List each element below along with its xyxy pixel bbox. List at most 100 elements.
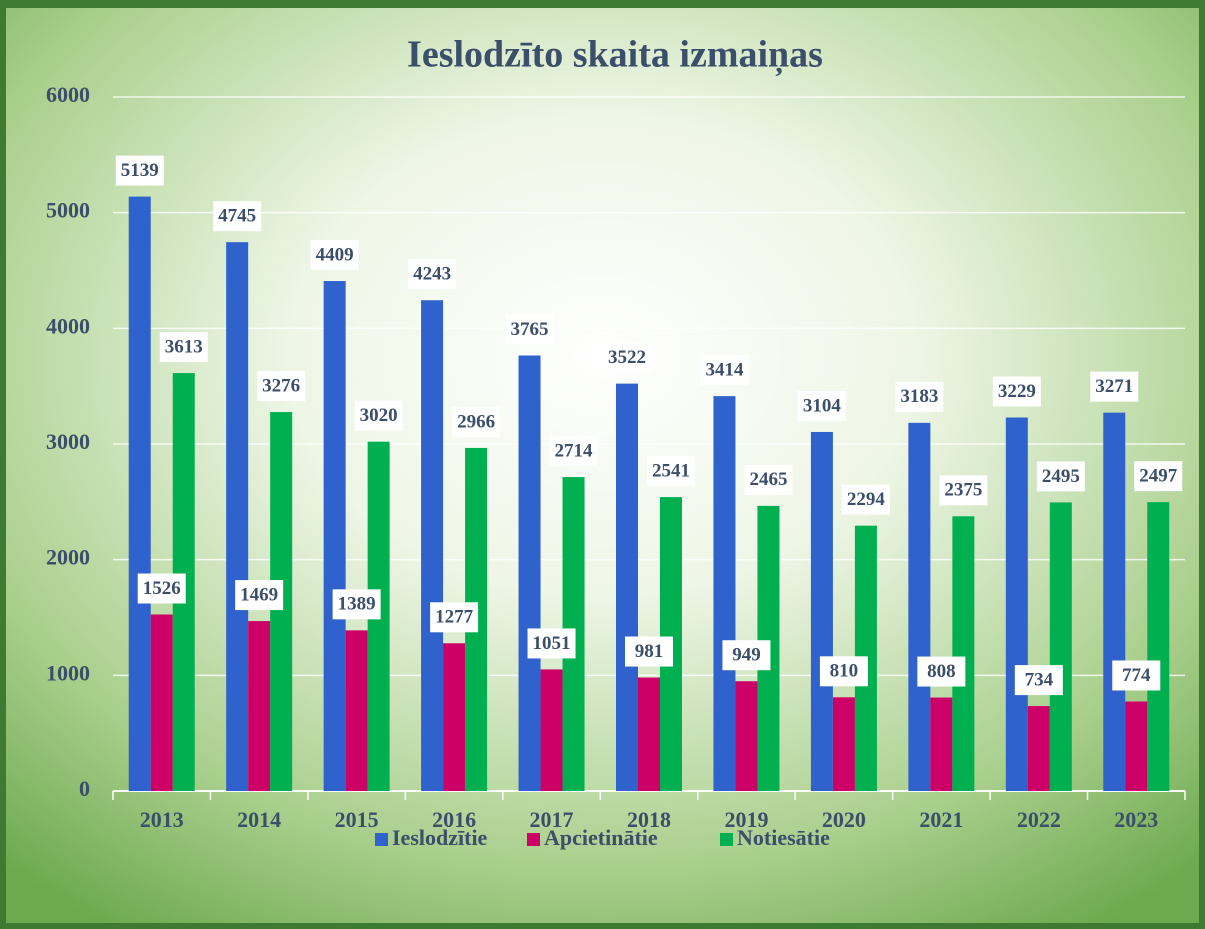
- legend-label: Ieslodzītie: [392, 825, 488, 850]
- bar: [226, 242, 249, 791]
- data-label: 949: [732, 645, 761, 666]
- bar: [810, 431, 833, 791]
- y-tick-label: 2000: [46, 545, 90, 570]
- data-label-box: [744, 464, 793, 495]
- x-tick-label: 2014: [237, 807, 281, 832]
- data-label-box: [257, 371, 306, 402]
- data-label: 2497: [1139, 466, 1178, 487]
- data-label-box: [408, 259, 457, 290]
- data-label: 810: [830, 661, 859, 682]
- bar: [735, 681, 758, 791]
- legend-label: Apcietinātie: [544, 825, 658, 850]
- bar: [443, 643, 466, 791]
- data-label-box: [549, 436, 598, 467]
- bar: [930, 697, 953, 791]
- bar: [1147, 502, 1170, 791]
- y-tick-label: 6000: [46, 82, 90, 107]
- bar: [1049, 502, 1072, 791]
- data-label-box: [213, 201, 262, 232]
- y-tick-label: 3000: [46, 429, 90, 454]
- y-tick-label: 1000: [46, 660, 90, 685]
- data-label-box: [1112, 660, 1161, 691]
- data-label: 1277: [435, 607, 474, 628]
- bar: [638, 677, 660, 791]
- data-label-box: [159, 332, 208, 363]
- data-label-box: [700, 355, 749, 386]
- bar: [518, 355, 541, 791]
- data-label-box: [1036, 461, 1085, 492]
- legend-swatch: [720, 833, 733, 846]
- data-label-box: [895, 381, 944, 412]
- bar: [832, 697, 855, 791]
- data-label: 1051: [533, 633, 571, 654]
- data-label: 981: [635, 641, 664, 662]
- data-label: 1469: [240, 584, 278, 605]
- bar: [952, 516, 975, 791]
- bar: [345, 630, 368, 791]
- data-label-box: [354, 400, 403, 431]
- data-label: 2541: [652, 460, 690, 481]
- data-label: 3276: [262, 375, 300, 396]
- data-label-box: [137, 573, 186, 604]
- data-label: 3183: [900, 386, 938, 407]
- data-label-box: [430, 602, 479, 633]
- data-label: 4243: [413, 264, 451, 285]
- y-tick-label: 0: [79, 776, 90, 801]
- data-label-box: [917, 656, 966, 687]
- data-label: 1389: [338, 594, 376, 615]
- y-tick-label: 4000: [46, 313, 90, 338]
- data-label-box: [841, 484, 890, 515]
- x-tick-label: 2020: [822, 807, 866, 832]
- x-tick-label: 2017: [530, 807, 574, 832]
- data-label: 5139: [121, 160, 159, 181]
- y-tick-label: 5000: [46, 198, 90, 223]
- data-label: 2714: [555, 440, 594, 461]
- x-tick-label: 2016: [432, 807, 476, 832]
- legend-swatch: [527, 833, 540, 846]
- bar: [1027, 706, 1050, 791]
- bar: [1125, 701, 1148, 791]
- data-label: 734: [1025, 669, 1054, 690]
- data-label-box: [603, 342, 651, 373]
- data-label: 3104: [803, 395, 842, 416]
- data-label: 2375: [944, 480, 982, 501]
- bar: [421, 300, 444, 791]
- data-label: 2966: [457, 411, 495, 432]
- bar: [616, 383, 638, 791]
- x-tick-label: 2023: [1114, 807, 1158, 832]
- bar: [248, 621, 271, 791]
- data-label: 3020: [360, 405, 398, 426]
- data-label-box: [819, 656, 868, 687]
- data-label: 2495: [1042, 466, 1080, 487]
- legend-swatch: [375, 833, 388, 846]
- legend-label: Notiesātie: [737, 825, 830, 850]
- data-label-box: [452, 406, 501, 437]
- bar: [908, 422, 931, 791]
- background: [6, 8, 1199, 923]
- x-tick-label: 2015: [335, 807, 379, 832]
- data-label-box: [1090, 371, 1139, 402]
- bar: [1005, 417, 1028, 791]
- data-label-box: [1014, 665, 1063, 696]
- data-label: 3522: [608, 347, 646, 368]
- data-label-box: [527, 628, 576, 659]
- bar: [323, 281, 346, 791]
- data-label: 4745: [218, 206, 256, 227]
- data-label-box: [505, 314, 554, 345]
- data-label: 1526: [143, 578, 181, 599]
- data-label: 774: [1122, 665, 1151, 686]
- x-tick-label: 2021: [919, 807, 963, 832]
- data-label: 4409: [316, 244, 354, 265]
- data-label-box: [115, 155, 164, 186]
- bar: [713, 396, 736, 791]
- data-label-box: [722, 640, 771, 671]
- data-label-box: [647, 456, 695, 487]
- bar: [150, 614, 173, 791]
- data-label-box: [625, 636, 673, 667]
- data-label: 3765: [511, 319, 549, 340]
- data-label-box: [939, 475, 988, 506]
- data-label-box: [992, 376, 1041, 407]
- x-tick-label: 2019: [724, 807, 768, 832]
- x-tick-label: 2022: [1017, 807, 1061, 832]
